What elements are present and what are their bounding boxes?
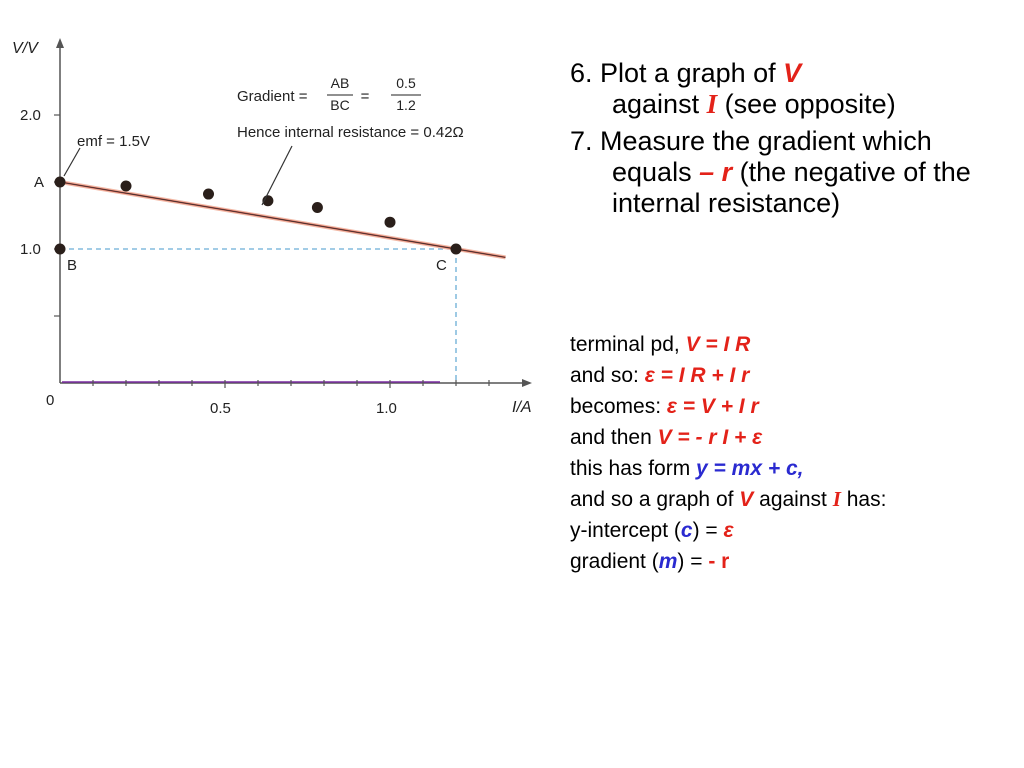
- gradient-word: Gradient =: [237, 88, 308, 105]
- frac1-numerator: AB: [331, 75, 350, 91]
- deriv-c-7: c: [680, 519, 693, 542]
- deriv-e-7: ε: [723, 519, 734, 542]
- step-7-text-2: (the negative of the internal resistance…: [612, 157, 971, 218]
- deriv-text-6: and so a graph of: [570, 488, 740, 511]
- emf-annotation: emf = 1.5V: [77, 133, 150, 150]
- data-point: [311, 201, 323, 213]
- deriv-i-6: I: [832, 487, 841, 511]
- y-axis-arrow: [56, 38, 64, 48]
- step-6-i: I: [706, 89, 718, 119]
- deriv-text-8b: ) =: [677, 550, 709, 573]
- deriv-text-4: and then: [570, 426, 658, 449]
- deriv-text-2: and so:: [570, 364, 645, 387]
- frac1-denominator: BC: [330, 97, 349, 113]
- data-point: [384, 216, 396, 228]
- deriv-line-5: this has form y = mx + c,: [570, 457, 1000, 480]
- deriv-v-6: V: [739, 488, 754, 511]
- step-6-text: 6. Plot a graph of: [570, 58, 784, 88]
- vi-graph: V/V I/A 0 0.5 1.0 2.0 1.0 A B C emf = 1.…: [12, 38, 532, 417]
- y-tick-label-10: 1.0: [20, 241, 41, 258]
- deriv-text-3: becomes:: [570, 395, 667, 418]
- step-6-v: V: [783, 58, 802, 88]
- step-7-text: 7. Measure the gradient which equals: [570, 126, 932, 187]
- deriv-line-3: becomes: ε = V + I r: [570, 395, 1000, 418]
- deriv-text-6b: against: [753, 488, 833, 511]
- deriv-eq-3: ε = V + I r: [666, 395, 759, 418]
- emf-pointer: [63, 147, 81, 177]
- y-ticks: [54, 114, 60, 317]
- x-axis-arrow: [522, 379, 532, 387]
- fit-line-core: [59, 181, 506, 258]
- deriv-text-7b: ) =: [692, 519, 724, 542]
- deriv-eq-2: ε = I R + I r: [644, 364, 750, 387]
- deriv-line-6: and so a graph of V against I has:: [570, 487, 1000, 512]
- deriv-line-2: and so: ε = I R + I r: [570, 364, 1000, 387]
- deriv-eq-5: y = mx + c,: [696, 457, 804, 480]
- point-label-b: B: [67, 257, 77, 274]
- x-ticks: [92, 380, 490, 388]
- deriv-line-1: terminal pd, V = I R: [570, 333, 1000, 356]
- point-b-marker: [54, 243, 66, 255]
- data-point: [120, 180, 132, 192]
- deriv-text-7: y-intercept (: [570, 519, 681, 542]
- deriv-r-8: - r: [708, 550, 730, 573]
- deriv-m-8: m: [658, 550, 678, 573]
- internal-resistance-annotation: Hence internal resistance = 0.42Ω: [237, 124, 464, 141]
- gradient-pointer: [261, 145, 293, 206]
- step-6-text-3: (see opposite): [717, 89, 896, 119]
- x-axis-label: I/A: [512, 399, 532, 416]
- x-tick-label-05: 0.5: [210, 400, 231, 417]
- x-tick-label-0: 0: [46, 392, 54, 409]
- y-tick-label-20: 2.0: [20, 107, 41, 124]
- deriv-line-4: and then V = - r I + ε: [570, 426, 1000, 449]
- point-label-a: A: [34, 174, 44, 191]
- data-point: [450, 243, 462, 255]
- deriv-text-5: this has form: [570, 457, 697, 480]
- x-tick-label-10: 1.0: [376, 400, 397, 417]
- step-7-r: – r: [699, 157, 733, 187]
- data-point: [203, 188, 214, 200]
- deriv-text-6c: has:: [846, 488, 887, 511]
- step-7: 7. Measure the gradient which equals – r…: [570, 126, 990, 219]
- data-points: [54, 176, 462, 255]
- deriv-line-8: gradient (m) = - r: [570, 550, 1000, 573]
- point-label-c: C: [436, 257, 447, 274]
- deriv-text-1: terminal pd,: [570, 333, 686, 356]
- y-axis-label: V/V: [12, 40, 39, 57]
- derivation: terminal pd, V = I R and so: ε = I R + I…: [570, 333, 1000, 581]
- data-point: [54, 176, 66, 188]
- frac2-numerator: 0.5: [396, 75, 416, 91]
- deriv-eq-4: V = - r I + ε: [657, 426, 763, 449]
- step-6-text-2: against: [612, 89, 707, 119]
- deriv-eq-1: V = I R: [685, 333, 751, 356]
- frac2-denominator: 1.2: [396, 97, 416, 113]
- deriv-text-8: gradient (: [570, 550, 659, 573]
- equals-sign: =: [361, 88, 370, 105]
- deriv-line-7: y-intercept (c) = ε: [570, 519, 1000, 542]
